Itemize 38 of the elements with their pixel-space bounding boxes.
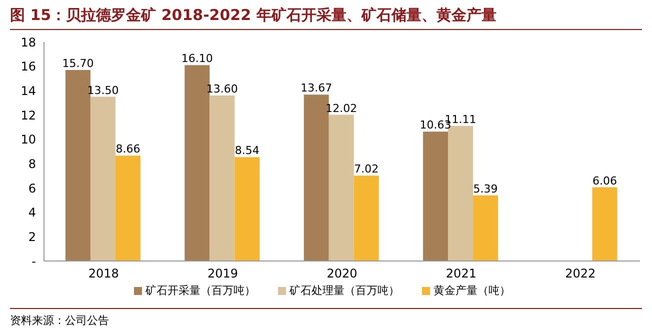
- bar: [354, 176, 379, 261]
- y-tick-label: 14: [20, 84, 36, 98]
- bar: [115, 156, 140, 261]
- data-label: 8.54: [234, 144, 260, 158]
- bar: [90, 96, 116, 261]
- x-tick-label: 2019: [208, 266, 238, 281]
- y-tick-label: 8: [28, 156, 36, 171]
- data-label: 16.10: [181, 52, 213, 66]
- bar: [473, 195, 498, 261]
- x-tick-label: 2018: [88, 266, 119, 281]
- x-tick-label: 2021: [446, 266, 476, 281]
- legend-label: 矿石处理量（百万吨）: [288, 283, 400, 298]
- y-tick-label: 6: [28, 181, 36, 196]
- y-tick-label: 16: [20, 60, 36, 74]
- y-tick-label: 4: [28, 206, 36, 220]
- bar: [234, 157, 260, 261]
- legend-label: 矿石开采量（百万吨）: [144, 283, 256, 298]
- data-label: 5.39: [473, 182, 498, 196]
- legend-label: 黄金产量（吨）: [432, 283, 510, 298]
- y-tick-label: 12: [20, 108, 36, 122]
- text: 资料来源：公司公告: [10, 308, 642, 328]
- y-tick-label: -: [32, 254, 36, 268]
- y-tick-label: 2: [28, 230, 36, 244]
- y-tick-label: 10: [20, 132, 36, 147]
- bar: [423, 132, 448, 261]
- data-label: 6.06: [592, 174, 618, 188]
- x-tick-label: 2022: [565, 266, 596, 281]
- chart-title: 图 15：贝拉德罗金矿 2018-2022 年矿石开采量、矿石储量、黄金产量: [10, 6, 642, 30]
- data-label: 13.67: [300, 82, 332, 95]
- data-label: 7.02: [354, 162, 379, 176]
- bar: [65, 70, 90, 261]
- x-tick-label: 2020: [326, 266, 358, 281]
- data-label: 15.70: [62, 56, 94, 70]
- y-tick-label: 18: [20, 35, 36, 50]
- data-label: 8.66: [116, 142, 140, 156]
- bar: [592, 187, 618, 261]
- bar: [328, 114, 354, 261]
- bar: [210, 96, 235, 261]
